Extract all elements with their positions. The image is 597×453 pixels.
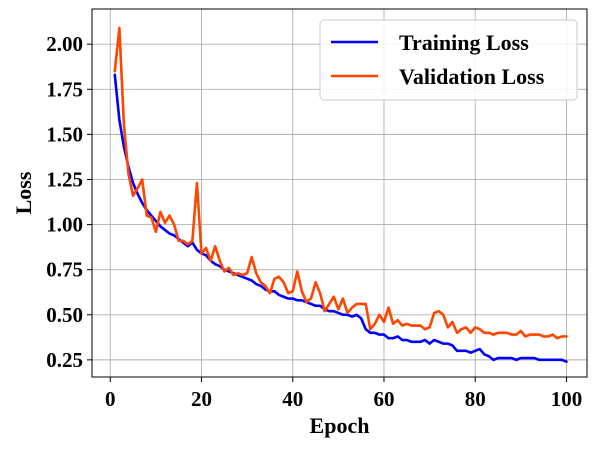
x-tick-label: 100	[551, 387, 583, 411]
x-tick-label: 40	[282, 387, 303, 411]
y-tick-label: 1.50	[46, 122, 83, 146]
legend-label: Validation Loss	[399, 64, 545, 89]
y-tick-label: 1.25	[46, 167, 83, 191]
y-tick-label: 0.50	[46, 303, 83, 327]
y-tick-label: 1.00	[46, 213, 83, 237]
x-axis-title: Epoch	[310, 413, 370, 438]
x-tick-label: 20	[191, 387, 212, 411]
y-tick-label: 0.25	[46, 348, 83, 372]
legend-label: Training Loss	[399, 30, 529, 55]
legend: Training Loss Validation Loss	[320, 20, 577, 100]
series-line-training-loss	[115, 75, 567, 362]
y-tick-label: 0.75	[46, 258, 83, 282]
y-tick-label: 2.00	[46, 32, 83, 56]
y-axis-title: Loss	[11, 171, 36, 214]
x-tick-label: 0	[105, 387, 116, 411]
x-tick-label: 60	[373, 387, 394, 411]
y-tick-label: 1.75	[46, 77, 83, 101]
x-tick-label: 80	[465, 387, 486, 411]
